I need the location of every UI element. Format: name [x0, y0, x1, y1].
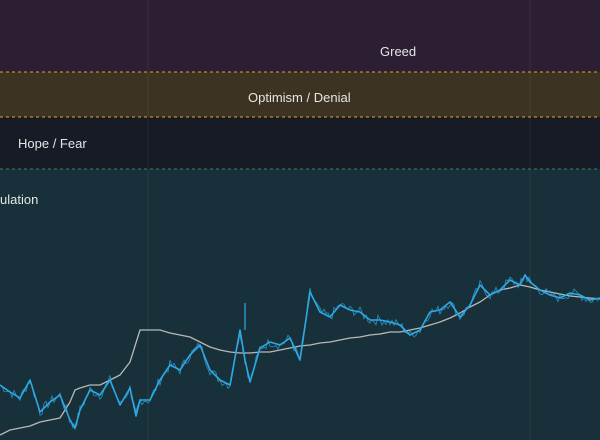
series-layer — [0, 273, 600, 436]
zone-label-greed: Greed — [380, 44, 416, 59]
series-price-noise — [0, 273, 599, 430]
zone-hope — [0, 117, 600, 169]
zone-greed — [0, 0, 600, 72]
zone-capitulation — [0, 169, 600, 440]
zone-optimism — [0, 72, 600, 117]
labels-layer: Greed Optimism / Denial Hope / Fear ulat… — [0, 44, 416, 207]
zone-label-capitulation: ulation — [0, 192, 38, 207]
zone-label-hope: Hope / Fear — [18, 136, 87, 151]
zone-label-optimism: Optimism / Denial — [248, 90, 351, 105]
